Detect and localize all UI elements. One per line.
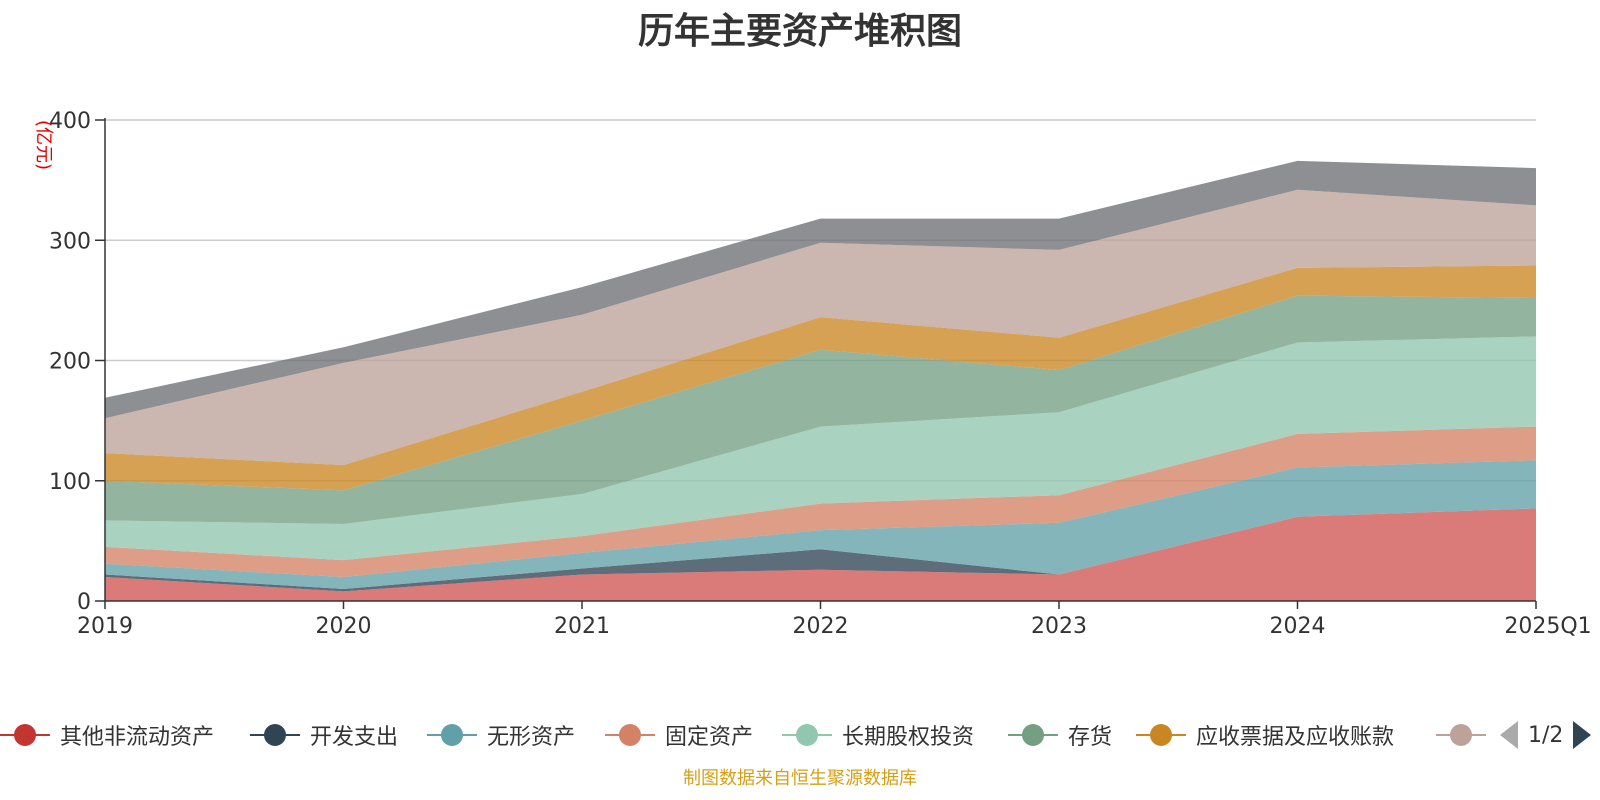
area-series-7[interactable] [105,265,1536,491]
area-series-8[interactable] [105,189,1536,466]
legend-item-5[interactable]: 长期股权投资 [782,718,974,752]
legend-item-2[interactable]: 开发支出 [250,718,398,752]
axes [95,118,1537,609]
legend-marker-icon [1436,720,1486,750]
legend-pager: 1/2 [1500,718,1592,752]
legend-next-page-icon[interactable] [1573,721,1592,749]
legend-item-7[interactable]: 应收票据及应收账款 [1136,718,1394,752]
x-tick-label: 2019 [77,614,133,639]
y-tick-label: 400 [49,109,91,134]
tick-labels: 0 100 200 300 400 2019 2020 2021 2022 2023 2024 202… [33,109,1592,639]
legend-item-3[interactable]: 无形资产 [427,718,575,752]
legend-marker-icon [1136,720,1186,750]
legend-label: 应收票据及应收账款 [1196,725,1395,750]
area-series-9[interactable] [105,160,1536,419]
x-tick-label: 2023 [1031,614,1087,639]
legend-label: 无形资产 [487,725,576,750]
x-tick-label: 2024 [1270,614,1326,639]
legend-marker-icon [0,720,50,750]
legend-label: 其他非流动资产 [60,725,215,750]
legend-item-4[interactable]: 固定资产 [605,718,753,752]
area-series-3[interactable] [105,460,1536,589]
legend-item-1[interactable]: 其他非流动资产 [0,718,214,752]
legend: 其他非流动资产 开发支出 无形资产 固定资产 长期股权投资 存货 应收票据及应收账款 [0,718,1600,752]
legend-marker-icon [250,720,300,750]
y-tick-label: 200 [49,350,91,375]
x-tick-label: 2020 [316,614,372,639]
area-series-5[interactable] [105,336,1536,561]
legend-label: 长期股权投资 [842,725,975,750]
y-axis-unit-label: (亿元) [33,120,54,170]
legend-label: 开发支出 [310,725,399,750]
legend-marker-icon [427,720,477,750]
x-tick-label: 2022 [793,614,849,639]
y-tick-label: 100 [49,470,91,495]
area-series-1[interactable] [105,508,1536,601]
legend-item-8[interactable] [1436,718,1496,752]
chart-title: 历年主要资产堆积图 [637,11,962,52]
area-series-2[interactable] [105,508,1536,592]
area-series-6[interactable] [105,295,1536,524]
legend-label: 固定资产 [665,725,754,750]
area-series [105,160,1536,601]
legend-marker-icon [782,720,832,750]
y-tick-label: 300 [49,229,91,254]
legend-marker-icon [1008,720,1058,750]
source-note: 制图数据来自恒生聚源数据库 [683,768,917,789]
area-series-4[interactable] [105,426,1536,577]
legend-item-6[interactable]: 存货 [1008,718,1112,752]
x-tick-label: 2025Q1 [1504,614,1591,639]
legend-prev-page-icon[interactable] [1500,721,1518,749]
legend-label: 存货 [1068,725,1113,750]
x-tick-label: 2021 [554,614,610,639]
y-tick-label: 0 [77,590,91,615]
legend-marker-icon [605,720,655,750]
legend-page-indicator: 1/2 [1528,722,1564,748]
